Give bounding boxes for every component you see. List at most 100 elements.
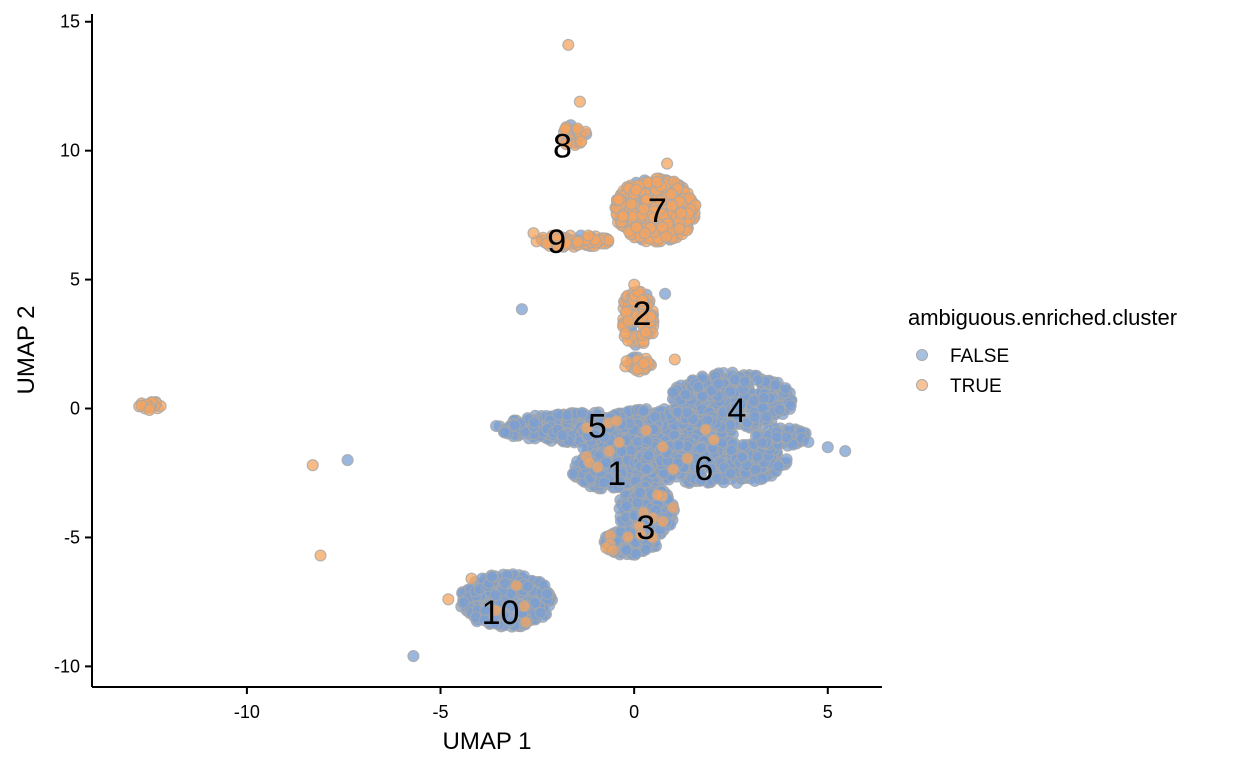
point-true	[442, 593, 455, 606]
point-false	[780, 431, 793, 444]
point-false	[541, 587, 554, 600]
point-true	[639, 424, 653, 437]
cluster-label-2: 2	[632, 295, 651, 333]
point-true	[654, 195, 667, 208]
point-false	[770, 431, 783, 444]
point-false	[681, 406, 694, 419]
legend-label-false: FALSE	[950, 346, 1009, 367]
point-true	[651, 488, 664, 501]
y-tick-label: 0	[70, 399, 80, 419]
point-true	[573, 95, 586, 108]
point-true	[571, 122, 584, 135]
point-true	[667, 501, 680, 514]
point-false	[755, 436, 768, 449]
point-false	[499, 577, 512, 590]
point-false	[712, 377, 725, 390]
point-true	[637, 357, 650, 370]
y-tick-label: 5	[70, 270, 80, 290]
point-true	[668, 353, 681, 366]
point-true	[591, 461, 604, 474]
point-false	[598, 476, 611, 489]
point-true	[661, 157, 674, 170]
point-true	[665, 188, 678, 201]
point-true	[656, 515, 669, 528]
legend-swatch-true	[916, 379, 928, 391]
point-false	[679, 388, 692, 401]
cluster-label-9: 9	[547, 223, 566, 261]
cluster-label-1: 1	[607, 455, 626, 493]
point-false	[731, 409, 744, 422]
point-false	[747, 394, 760, 407]
point-false	[498, 426, 511, 439]
point-false	[631, 496, 644, 509]
point-false	[692, 380, 705, 394]
point-true	[518, 600, 531, 613]
cluster-label-8: 8	[553, 128, 572, 166]
y-tick-label: 10	[60, 141, 80, 161]
cluster-label-3: 3	[636, 509, 655, 547]
legend-label-true: TRUE	[950, 376, 1002, 397]
point-false	[457, 596, 470, 609]
legend: ambiguous.enriched.cluster FALSE TRUE	[908, 305, 1177, 397]
point-false	[614, 475, 627, 489]
point-false	[508, 419, 521, 432]
point-false	[736, 439, 750, 452]
x-tick-label: 0	[629, 702, 639, 722]
point-true	[606, 544, 619, 557]
point-false	[711, 472, 724, 485]
point-true	[660, 230, 673, 243]
y-tick-label: -10	[54, 656, 80, 676]
point-false	[738, 375, 751, 388]
point-false	[642, 449, 655, 462]
point-false	[486, 570, 499, 583]
point-true	[637, 506, 650, 519]
point-false	[639, 543, 652, 556]
y-ticks: -10 -5 0 5 10 15	[54, 12, 92, 676]
legend-swatch-false	[916, 349, 928, 361]
point-false	[769, 378, 782, 392]
point-true	[681, 452, 694, 465]
point-false	[478, 614, 491, 627]
point-false	[515, 303, 528, 316]
point-false	[556, 429, 569, 442]
point-false	[821, 441, 834, 454]
point-false	[695, 442, 708, 455]
point-true	[527, 227, 540, 240]
point-true	[619, 327, 632, 340]
point-false	[598, 430, 611, 443]
point-true	[665, 199, 678, 212]
legend-title: ambiguous.enriched.cluster	[908, 305, 1177, 330]
point-false	[751, 374, 764, 387]
point-false	[780, 453, 793, 466]
point-true	[143, 403, 156, 417]
cluster-label-7: 7	[648, 192, 667, 230]
point-false	[749, 463, 762, 476]
point-true	[634, 528, 647, 541]
point-true	[613, 436, 626, 449]
y-tick-label: -5	[64, 527, 80, 547]
point-false	[341, 454, 354, 467]
point-false	[695, 474, 708, 487]
point-false	[620, 500, 633, 513]
point-true	[630, 221, 643, 234]
point-true	[575, 135, 588, 148]
cluster-label-4: 4	[727, 392, 746, 430]
point-true	[314, 549, 327, 562]
point-false	[566, 467, 580, 480]
point-true	[620, 355, 633, 368]
point-false	[757, 391, 770, 405]
point-true	[465, 572, 478, 585]
point-true	[551, 240, 564, 253]
point-true	[675, 207, 688, 220]
point-false	[649, 410, 662, 423]
point-false	[659, 287, 672, 300]
point-false	[839, 445, 852, 458]
point-false	[521, 580, 534, 593]
point-true	[621, 530, 634, 543]
point-true	[673, 222, 686, 235]
point-true	[582, 229, 595, 242]
point-false	[760, 410, 773, 423]
point-true	[667, 463, 680, 476]
point-false	[728, 373, 741, 386]
